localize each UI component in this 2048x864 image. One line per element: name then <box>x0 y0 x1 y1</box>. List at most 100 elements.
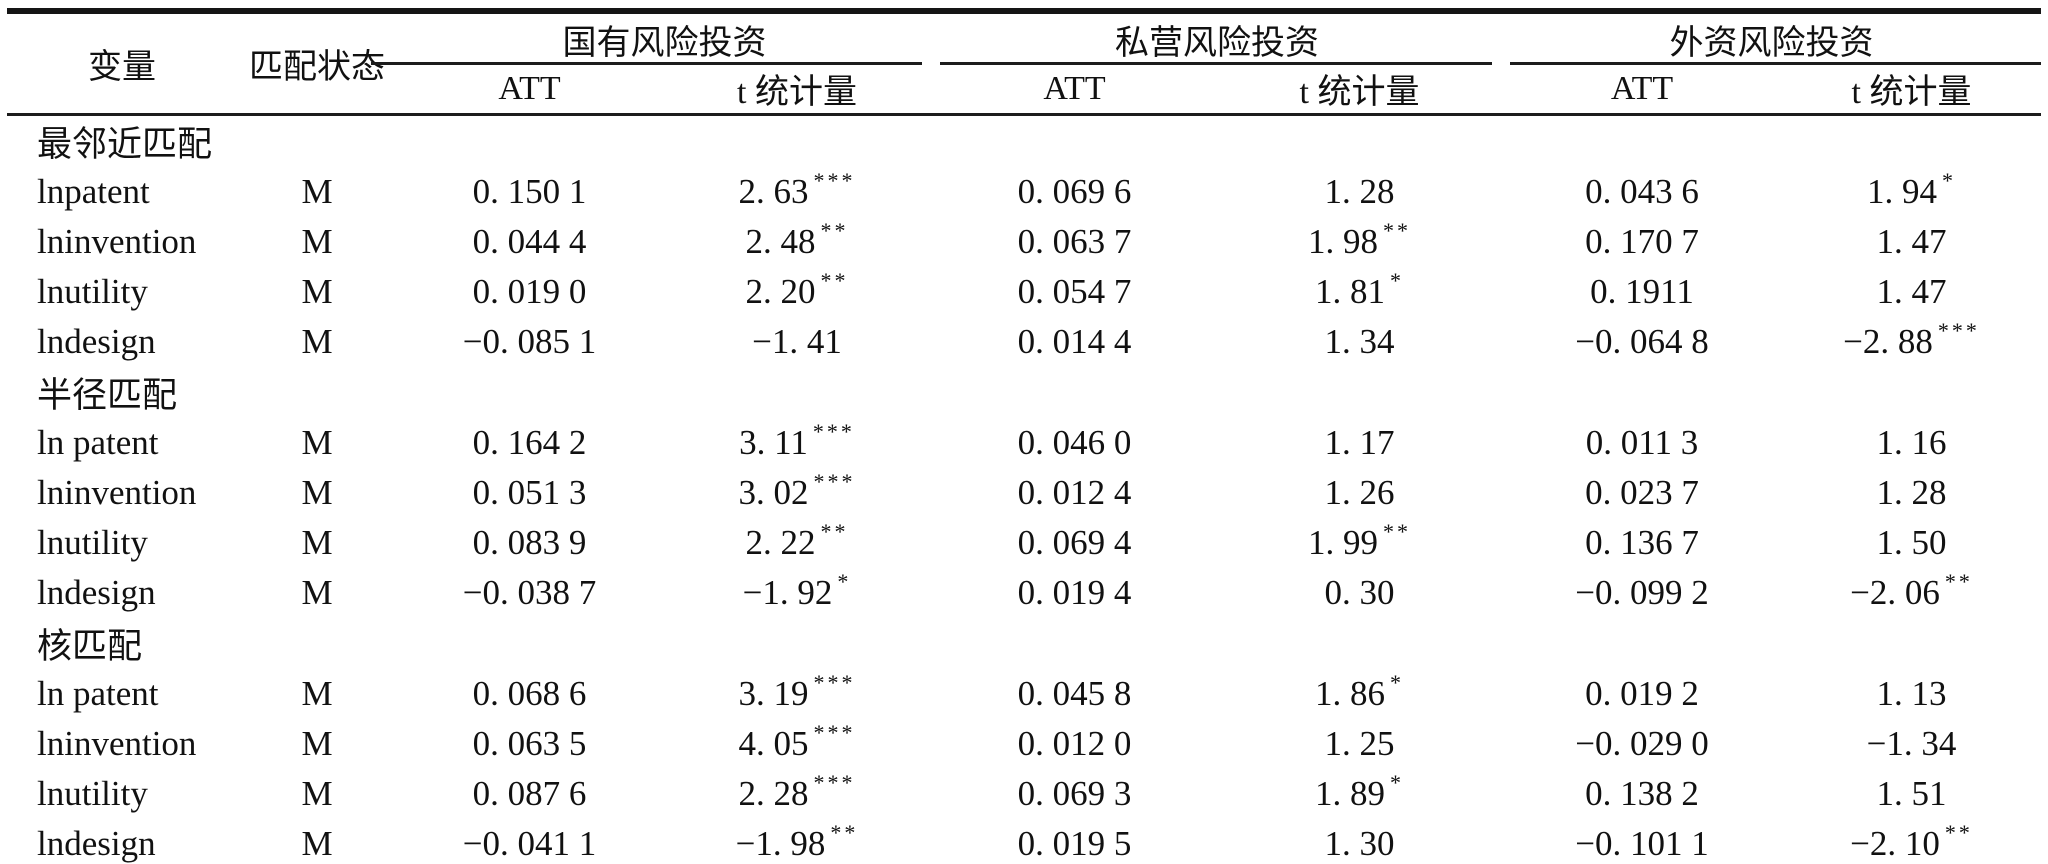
cell-value: 0. 083 9 <box>472 523 587 562</box>
sub-header-tstat: t 统计量 <box>662 64 932 116</box>
cell-value: 1. 28 <box>1876 473 1947 512</box>
tstat-cell: −1. 92 * <box>662 568 932 618</box>
tstat-cell: 3. 11 *** <box>662 418 932 468</box>
att-cell: −0. 038 7 <box>397 568 662 618</box>
cell-value: 0. 019 5 <box>1017 824 1132 863</box>
cell-value: 0. 069 6 <box>1017 172 1132 211</box>
att-cell: 0. 014 4 <box>932 317 1217 367</box>
att-cell: 0. 063 5 <box>397 719 662 769</box>
tstat-cell: 1. 17 <box>1217 418 1502 468</box>
cell-value: 0. 012 0 <box>1017 724 1132 763</box>
tstat-cell: −1. 41 <box>662 317 932 367</box>
cell-value: −0. 101 1 <box>1575 824 1709 863</box>
att-cell: 0. 051 3 <box>397 468 662 518</box>
cell-value: 0. 011 3 <box>1585 423 1699 462</box>
cell-value: 0. 068 6 <box>472 674 587 713</box>
variable-cell: lnpatent <box>37 172 150 211</box>
att-cell: −0. 064 8 <box>1502 317 1782 367</box>
table-header: 变量 匹配状态 国有风险投资 私营风险投资 外资风险投资 ATT t 统计量 <box>7 11 2041 116</box>
tstat-cell: 1. 50 <box>1782 518 2041 568</box>
cell-value: 0. 019 2 <box>1585 674 1699 713</box>
att-cell: 0. 012 0 <box>932 719 1217 769</box>
results-table: 变量 匹配状态 国有风险投资 私营风险投资 外资风险投资 ATT t 统计量 <box>7 8 2041 864</box>
cell-value: 1. 89 <box>1315 774 1385 813</box>
tstat-cell: −1. 34 <box>1782 719 2041 769</box>
att-cell: −0. 099 2 <box>1502 568 1782 618</box>
match-status-cell: M <box>301 222 333 261</box>
variable-cell: lnutility <box>37 774 148 813</box>
att-cell: 0. 069 3 <box>932 769 1217 819</box>
tstat-cell: 1. 34 <box>1217 317 1502 367</box>
sub-header-att: ATT <box>932 64 1217 116</box>
att-cell: −0. 041 1 <box>397 819 662 864</box>
cell-value: −0. 064 8 <box>1575 322 1709 361</box>
data-row: lnutility M 0. 019 0 2. 20 ** 0. 054 7 1. 81 * 0… <box>7 267 2041 317</box>
cell-value: −0. 085 1 <box>462 322 597 361</box>
section-title-row: 半径匹配 <box>7 367 2041 418</box>
significance-stars: ** <box>1944 569 1973 594</box>
significance-stars: * <box>1942 168 1956 193</box>
cell-value: 1. 28 <box>1324 172 1395 211</box>
group-label: 外资风险投资 <box>1669 24 1874 62</box>
cell-value: 1. 30 <box>1324 824 1395 863</box>
sub-header-row: ATT t 统计量 ATT t 统计量 ATT t 统计量 <box>7 64 2041 116</box>
cell-value: 1. 34 <box>1324 322 1395 361</box>
att-cell: 0. 083 9 <box>397 518 662 568</box>
group-header-foreign-vc: 外资风险投资 <box>1502 11 2041 65</box>
cell-value: 1. 99 <box>1308 523 1378 562</box>
variable-cell: lnutility <box>37 272 148 311</box>
significance-stars: ** <box>820 218 849 243</box>
cell-value: 0. 136 7 <box>1585 523 1699 562</box>
cell-value: −0. 041 1 <box>462 824 597 863</box>
significance-stars: *** <box>813 469 856 494</box>
cell-value: 0. 019 0 <box>472 272 587 311</box>
data-row: lninvention M 0. 051 3 3. 02 *** 0. 012 4 1. 2… <box>7 468 2041 518</box>
cell-value: −2. 06 <box>1850 573 1940 612</box>
match-status-cell: M <box>301 573 333 612</box>
data-row: lninvention M 0. 044 4 2. 48 ** 0. 063 7 1. 98… <box>7 217 2041 267</box>
att-cell: 0. 019 5 <box>932 819 1217 864</box>
tstat-cell: −2. 10 ** <box>1782 819 2041 864</box>
cell-value: 3. 02 <box>738 473 809 512</box>
cell-value: 0. 019 4 <box>1017 573 1132 612</box>
tstat-cell: 1. 99 ** <box>1217 518 1502 568</box>
match-status-cell: M <box>301 272 333 311</box>
match-status-cell: M <box>301 674 333 713</box>
group-underline <box>371 62 922 65</box>
att-cell: 0. 011 3 <box>1502 418 1782 468</box>
cell-value: 0. 023 7 <box>1585 473 1699 512</box>
cell-value: 1. 86 <box>1315 674 1385 713</box>
cell-value: 0. 138 2 <box>1585 774 1699 813</box>
significance-stars: ** <box>820 519 849 544</box>
significance-stars: ** <box>830 820 859 845</box>
tstat-cell: 1. 94 * <box>1782 167 2041 217</box>
group-label: 私营风险投资 <box>1115 24 1319 62</box>
att-cell: −0. 085 1 <box>397 317 662 367</box>
tstat-cell: 1. 16 <box>1782 418 2041 468</box>
att-cell: 0. 138 2 <box>1502 769 1782 819</box>
group-label: 国有风险投资 <box>562 24 767 62</box>
att-cell: −0. 101 1 <box>1502 819 1782 864</box>
match-status-cell: M <box>301 824 333 863</box>
cell-value: 1. 13 <box>1876 674 1947 713</box>
group-header-private-vc: 私营风险投资 <box>932 11 1502 65</box>
cell-value: 0. 051 3 <box>472 473 587 512</box>
cell-value: 1. 81 <box>1315 272 1385 311</box>
cell-value: 1. 51 <box>1876 774 1947 813</box>
tstat-cell: 3. 19 *** <box>662 669 932 719</box>
significance-stars: *** <box>813 670 856 695</box>
cell-value: 0. 30 <box>1324 573 1395 612</box>
cell-value: 1. 26 <box>1324 473 1395 512</box>
sub-header-tstat: t 统计量 <box>1782 64 2041 116</box>
cell-value: 0. 069 3 <box>1017 774 1132 813</box>
sub-header-att: ATT <box>1502 64 1782 116</box>
tstat-cell: 1. 47 <box>1782 267 2041 317</box>
cell-value: 0. 054 7 <box>1017 272 1132 311</box>
cell-value: 0. 063 5 <box>472 724 587 763</box>
data-row: lndesign M −0. 041 1 −1. 98 ** 0. 019 5 1. 30−… <box>7 819 2041 864</box>
tstat-cell: 1. 13 <box>1782 669 2041 719</box>
cell-value: 3. 19 <box>738 674 809 713</box>
cell-value: −1. 92 <box>742 573 833 612</box>
cell-value: −1. 41 <box>752 322 842 361</box>
cell-value: 1. 98 <box>1308 222 1378 261</box>
